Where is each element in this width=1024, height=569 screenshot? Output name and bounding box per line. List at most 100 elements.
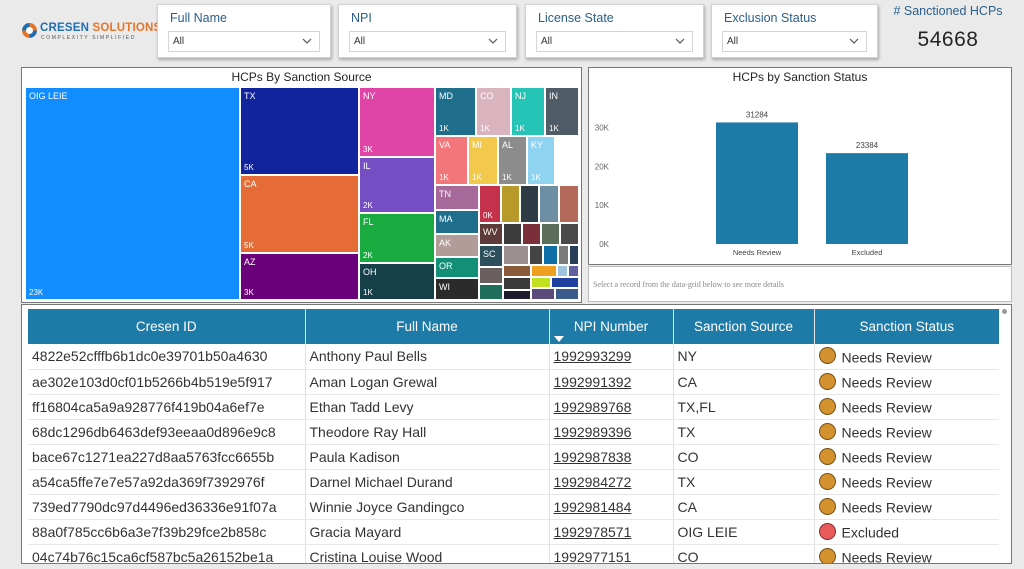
table-row[interactable]: 88a0f785cc6b6a3e7f39b29fce2b858c Gracia M… xyxy=(28,519,999,545)
treemap-tile[interactable] xyxy=(559,185,579,223)
tile-value: 1K xyxy=(439,124,449,133)
tile-label: NY xyxy=(363,91,376,101)
npi-link[interactable]: 1992991392 xyxy=(553,373,632,390)
cell-npi-number[interactable]: 1992993299 xyxy=(549,344,674,370)
treemap-tile[interactable]: TX 5K xyxy=(240,87,359,175)
treemap-tile[interactable] xyxy=(543,245,558,265)
table-row[interactable]: ff16804ca5a9a928776f419b04a6ef7e Ethan Ta… xyxy=(28,394,999,420)
status-indicator-icon xyxy=(818,397,836,415)
treemap-tile[interactable] xyxy=(539,185,559,223)
cell-npi-number[interactable]: 1992987838 xyxy=(549,444,674,470)
tile-value: 3K xyxy=(363,145,373,154)
treemap-tile[interactable]: AZ 3K xyxy=(240,253,359,300)
cell-full-name: Ethan Tadd Levy xyxy=(305,394,550,420)
table-row[interactable]: bace67c1271ea227d8aa5763fcc6655b Paula Ka… xyxy=(28,444,999,470)
treemap-tile[interactable]: 0K xyxy=(479,185,501,223)
treemap-tile[interactable] xyxy=(479,267,503,284)
treemap-tile[interactable] xyxy=(531,288,555,300)
npi-link[interactable]: 1992989396 xyxy=(553,423,632,440)
treemap-tile[interactable]: IN 1K xyxy=(545,87,579,136)
treemap-tile[interactable]: MI 1K xyxy=(468,136,498,185)
treemap-tile[interactable] xyxy=(503,290,531,300)
exclusion-status-dropdown[interactable]: All xyxy=(722,31,867,52)
npi-link[interactable]: 1992981484 xyxy=(553,498,632,515)
bar[interactable] xyxy=(826,153,908,244)
bar-data-label: 31284 xyxy=(746,110,769,119)
status-text: Needs Review xyxy=(841,474,932,491)
npi-link[interactable]: 1992993299 xyxy=(553,348,632,365)
bar[interactable] xyxy=(716,122,798,244)
treemap-tile[interactable] xyxy=(557,265,568,277)
treemap-tile[interactable]: SC xyxy=(479,245,503,267)
npi-link[interactable]: 1992984272 xyxy=(553,473,632,490)
treemap-tile[interactable]: CO 1K xyxy=(476,87,511,136)
treemap-tile[interactable]: AL 1K xyxy=(498,136,527,185)
treemap-tile[interactable]: NY 3K xyxy=(359,87,435,157)
treemap-tile[interactable] xyxy=(522,223,541,245)
treemap-tile[interactable]: NJ 1K xyxy=(511,87,545,136)
cell-npi-number[interactable]: 1992977151 xyxy=(549,544,674,564)
cell-cresen-id: 68dc1296db6463def93eeaa0d896e9c8 xyxy=(28,419,306,445)
treemap-tile[interactable]: TN xyxy=(435,185,479,210)
cell-npi-number[interactable]: 1992989396 xyxy=(549,419,674,445)
treemap-tile[interactable] xyxy=(503,265,531,277)
full-name-dropdown[interactable]: All xyxy=(168,31,320,52)
treemap-tile[interactable]: FL 2K xyxy=(359,213,435,263)
treemap-tile[interactable] xyxy=(520,185,539,223)
treemap-tile[interactable] xyxy=(479,284,503,300)
treemap-tile[interactable] xyxy=(503,277,531,290)
treemap-tile[interactable]: WI xyxy=(435,278,479,300)
column-header-full-name[interactable]: Full Name xyxy=(305,309,550,344)
treemap-tile[interactable]: AK xyxy=(435,234,479,257)
table-row[interactable]: 739ed7790dc97d4496ed36336e91f07a Winnie J… xyxy=(28,494,999,520)
cell-npi-number[interactable]: 1992984272 xyxy=(549,469,674,495)
column-header-npi-number[interactable]: NPI Number xyxy=(549,309,674,344)
cell-npi-number[interactable]: 1992989768 xyxy=(549,394,674,420)
treemap-tile[interactable] xyxy=(560,223,579,245)
treemap-tile[interactable] xyxy=(531,277,551,288)
treemap-tile[interactable] xyxy=(531,265,557,277)
tile-label: NJ xyxy=(515,91,526,101)
table-row[interactable]: a54ca5ffe7e7e57a92da369f7392976f Darnel M… xyxy=(28,469,999,495)
npi-dropdown[interactable]: All xyxy=(349,31,506,52)
column-header-sanction-status[interactable]: Sanction Status xyxy=(814,309,999,344)
npi-link[interactable]: 1992978571 xyxy=(553,523,632,540)
table-row[interactable]: ae302e103d0cf01b5266b4b519e5f917 Aman Log… xyxy=(28,369,999,395)
tile-value: 1K xyxy=(363,288,373,297)
treemap-tile[interactable]: CA 5K xyxy=(240,175,359,253)
cell-npi-number[interactable]: 1992978571 xyxy=(549,519,674,545)
treemap-tile[interactable] xyxy=(541,223,560,245)
treemap-tile[interactable] xyxy=(569,245,579,265)
npi-link[interactable]: 1992977151 xyxy=(553,548,632,564)
treemap-tile[interactable] xyxy=(568,265,579,277)
treemap-tile[interactable] xyxy=(551,277,579,288)
treemap-tile[interactable] xyxy=(501,185,520,223)
cell-sanction-source: TX,FL xyxy=(673,394,815,420)
treemap-tile[interactable]: OR xyxy=(435,257,479,278)
table-row[interactable]: 04c74b76c15ca6cf587bc5a26152be1a Cristina… xyxy=(28,544,999,564)
tile-value: 1K xyxy=(531,173,541,182)
treemap-tile[interactable] xyxy=(529,245,543,265)
table-row[interactable]: 68dc1296db6463def93eeaa0d896e9c8 Theodore… xyxy=(28,419,999,445)
treemap-tile[interactable]: MA xyxy=(435,210,479,234)
treemap-tile[interactable]: KY 1K xyxy=(527,136,555,185)
column-header-sanction-source[interactable]: Sanction Source xyxy=(673,309,815,344)
treemap-tile[interactable]: VA 1K xyxy=(435,136,468,185)
treemap-tile[interactable]: OIG LEIE 23K xyxy=(25,87,240,300)
treemap-tile[interactable]: IL 2K xyxy=(359,157,435,213)
treemap-tile[interactable]: WV xyxy=(479,223,503,245)
npi-link[interactable]: 1992989768 xyxy=(553,398,632,415)
treemap-tile[interactable] xyxy=(503,223,522,245)
treemap-tile[interactable]: MD 1K xyxy=(435,87,476,136)
treemap-tile[interactable] xyxy=(558,245,569,265)
treemap-tile[interactable] xyxy=(555,288,579,300)
treemap-tile[interactable]: OH 1K xyxy=(359,263,435,300)
cell-npi-number[interactable]: 1992991392 xyxy=(549,369,674,395)
treemap-tile[interactable] xyxy=(503,245,529,265)
column-header-cresen-id[interactable]: Cresen ID xyxy=(28,309,306,344)
table-row[interactable]: 4822e52cfffb6b1dc0e39701b50a4630 Anthony … xyxy=(28,344,999,370)
scrollbar-indicator[interactable] xyxy=(1002,309,1007,314)
npi-link[interactable]: 1992987838 xyxy=(553,448,632,465)
license-state-dropdown[interactable]: All xyxy=(536,31,693,52)
cell-npi-number[interactable]: 1992981484 xyxy=(549,494,674,520)
